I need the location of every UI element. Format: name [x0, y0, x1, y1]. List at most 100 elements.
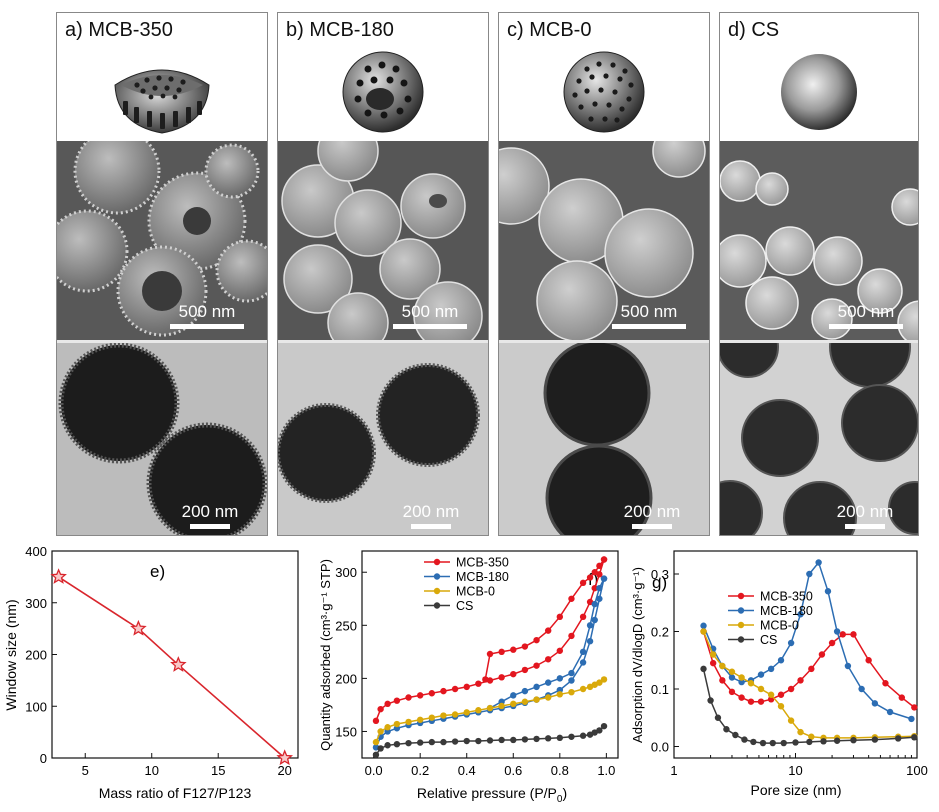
sem-particles	[720, 160, 918, 341]
tem-micrograph: 200 nm	[499, 343, 709, 535]
series-mcb-350-point	[498, 674, 505, 681]
series-mcb-350-point	[787, 685, 795, 693]
panel-header: a) MCB-350	[57, 13, 267, 141]
series-cs-point	[498, 736, 505, 744]
series-cs-point	[463, 737, 470, 745]
tem-micrograph: 200 nm	[57, 343, 267, 535]
series-mcb-0-point	[405, 718, 412, 726]
y-tick-label: 400	[25, 544, 47, 559]
series-mcb-350-desorption-point	[556, 613, 564, 621]
tem-micrograph: 200 nm	[278, 343, 488, 535]
series-mcb-350-point	[372, 717, 380, 725]
series-cs-point	[372, 751, 380, 759]
x-tick-label: 1.0	[597, 763, 615, 778]
window-size-line	[58, 576, 286, 759]
legend-marker	[433, 558, 441, 566]
series-mcb-180-line	[702, 560, 912, 720]
y-axis-label: Window size (nm)	[3, 599, 19, 710]
panel-label: b) MCB-180	[286, 19, 394, 41]
series-cs-point	[741, 736, 748, 743]
series-mcb-350-point	[393, 697, 401, 704]
x-axis-label: Relative pressure (P/P0)	[417, 785, 567, 805]
panel-label: c) MCB-0	[507, 19, 592, 41]
series-mcb-0-point	[600, 676, 608, 683]
series-mcb-180-point	[568, 677, 575, 684]
series-mcb-0-point	[393, 720, 401, 728]
series-mcb-350-point	[463, 683, 470, 691]
series-cs-point	[544, 735, 552, 742]
series-cs-point	[416, 739, 424, 746]
series-cs-point	[428, 738, 436, 746]
series-mcb-180-point	[777, 657, 785, 664]
tem-micrograph: 200 nm	[720, 343, 918, 535]
x-axis-label: Mass ratio of F127/P123	[99, 785, 252, 801]
sem-particles	[57, 141, 267, 337]
legend-label: MCB-0	[456, 585, 495, 599]
series-cs-point	[833, 737, 841, 744]
series-mcb-180-point	[844, 662, 852, 670]
series-mcb-180-point	[806, 570, 813, 578]
series-mcb-180-desorption-point	[510, 692, 517, 699]
series-mcb-0-point	[372, 738, 380, 746]
series-cs-point	[377, 745, 384, 752]
panel-mcb-0: c) MCB-0 500 nm	[498, 12, 710, 536]
chart-pore-size: g) Pore size (nm) Adsorption dV/dlogD (c…	[628, 543, 939, 808]
scale-bar-line	[612, 324, 686, 329]
y-axis-label: Quantity adsorbed (cm³·g⁻¹ STP)	[318, 559, 333, 751]
tem-particles	[58, 343, 267, 535]
legend-label: CS	[760, 633, 777, 647]
plot-frame	[361, 550, 619, 759]
tem-particles	[278, 363, 480, 503]
axis-ticks: 0.0 0.2 0.4 0.6 0.8 1.0 150 200 250 300	[335, 565, 615, 778]
x-tick-label: 10	[788, 763, 802, 778]
legend-label: MCB-0	[760, 619, 799, 633]
window-size-point	[170, 656, 187, 672]
panel-mcb-350: a) MCB-350 500 nm	[56, 12, 268, 536]
x-tick-label: 15	[211, 763, 225, 778]
tem-scale-bar: 200 nm	[617, 502, 687, 529]
series-mcb-350-point	[818, 651, 826, 658]
series-cs-point	[707, 697, 714, 704]
chart-f-svg: f) Relative pressure (P/P0) Quantity ads…	[318, 550, 619, 805]
series-mcb-180-desorption-point	[533, 683, 540, 691]
series-mcb-0-point	[521, 698, 529, 705]
series-mcb-180-point	[700, 622, 707, 629]
legend-marker	[737, 636, 745, 643]
series-mcb-0-point	[568, 688, 575, 696]
plot-frame	[51, 550, 299, 759]
series-mcb-350-desorption-point	[521, 643, 529, 650]
series-cs-point	[820, 738, 827, 745]
series-mcb-0-point	[787, 717, 795, 724]
panel-mcb-180: b) MCB-180 500 nm	[277, 12, 489, 536]
x-tick-label: 5	[82, 763, 89, 778]
sem-scale-bar: 500 nm	[169, 302, 245, 329]
series-mcb-350-desorption-point	[482, 676, 489, 683]
series-mcb-0-point	[544, 694, 552, 701]
series-mcb-350-point	[865, 657, 872, 664]
y-tick-label: 200	[25, 648, 47, 663]
series-mcb-180-point	[815, 559, 822, 566]
series-mcb-350-point	[416, 692, 424, 699]
series-cs-point	[568, 733, 575, 740]
series-mcb-0-point	[700, 628, 707, 635]
series-mcb-180-point	[579, 659, 587, 666]
series-mcb-0-point	[767, 691, 775, 698]
y-tick-label: 0.2	[651, 625, 669, 640]
series-mcb-0-point	[416, 716, 424, 723]
panel-letter: g)	[652, 573, 667, 592]
scale-label: 200 nm	[402, 502, 460, 521]
series-mcb-350-point	[533, 662, 540, 669]
series-mcb-180-point	[908, 715, 915, 723]
series-mcb-0-point	[797, 728, 804, 736]
series-mcb-350-point	[405, 694, 412, 701]
x-axis-label-end: )	[562, 785, 567, 801]
series-cs-point	[440, 738, 447, 746]
series-mcb-180-desorption-point	[568, 669, 575, 677]
divider	[720, 340, 918, 344]
series-cs-point	[894, 735, 902, 742]
series-mcb-350-desorption-point	[544, 627, 552, 634]
series-mcb-0-point	[384, 724, 391, 731]
y-tick-label: 300	[25, 596, 47, 611]
legend-marker	[433, 602, 441, 609]
